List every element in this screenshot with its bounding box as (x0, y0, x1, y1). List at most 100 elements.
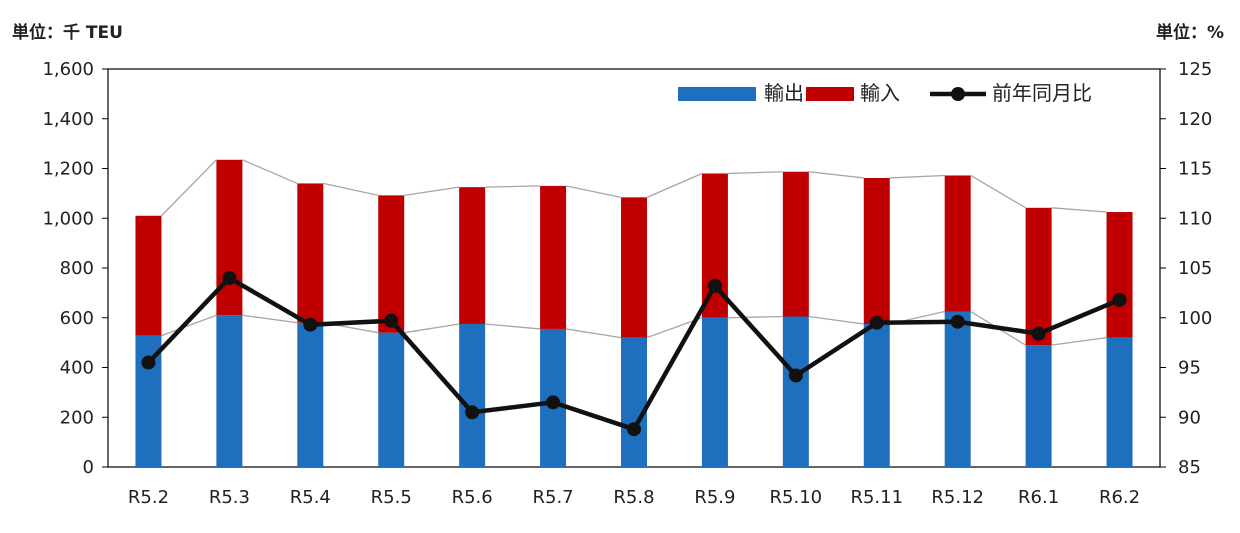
connector-total (160, 159, 217, 217)
connector-total (808, 171, 864, 179)
left-tick-label: 600 (60, 308, 94, 329)
bar-export (621, 337, 647, 467)
bar-export (216, 315, 243, 467)
connector-total (727, 171, 783, 175)
connector-total (970, 174, 1026, 209)
connector-export (485, 323, 541, 330)
bar-import (297, 183, 324, 323)
yoy-point (141, 355, 156, 370)
right-tick-label: 90 (1178, 407, 1201, 428)
bar-import (135, 215, 162, 336)
x-tick-label: R5.7 (533, 487, 574, 508)
left-tick-label: 400 (60, 358, 94, 379)
x-tick-label: R6.2 (1099, 487, 1140, 508)
series-connectors (160, 159, 1107, 346)
legend: 輸出 輸入 前年同月比 (678, 81, 1092, 105)
bar-import (378, 195, 405, 333)
connector-total (404, 186, 460, 197)
yoy-point (1031, 326, 1046, 341)
left-tick-label: 0 (83, 457, 94, 478)
bar-export (782, 316, 809, 467)
x-tick-label: R6.1 (1018, 487, 1059, 508)
bar-export (863, 323, 890, 467)
x-tick-label: R5.2 (128, 487, 169, 508)
left-axis-unit: 単位：千 TEU (12, 23, 123, 43)
connector-total (565, 185, 622, 198)
right-tick-label: 85 (1178, 457, 1201, 478)
legend-label-import: 輸入 (860, 81, 900, 105)
yoy-point (465, 405, 480, 420)
legend-label-export: 輸出 (764, 81, 804, 105)
connector-export (727, 315, 783, 319)
bar-import (863, 177, 890, 324)
x-axis: R5.2 R5.3 R5.4 R5.5 R5.6 R5.7 R5.8 R5.9 R5.10 R5.… (128, 487, 1140, 508)
yoy-line (141, 270, 1127, 437)
bar-export (701, 317, 728, 467)
right-tick-label: 110 (1178, 208, 1212, 229)
yoy-point (222, 270, 237, 285)
right-tick-label: 95 (1178, 358, 1201, 379)
left-axis: 0 200 400 600 800 1,000 1,200 1,400 1,600 (42, 59, 108, 478)
x-tick-label: R5.12 (931, 487, 984, 508)
bar-import (782, 171, 809, 317)
connector-total (242, 159, 298, 185)
connector-total (646, 172, 703, 198)
x-tick-label: R5.11 (850, 487, 903, 508)
left-tick-label: 1,600 (42, 59, 94, 80)
connector-export (1051, 337, 1107, 346)
yoy-point (788, 368, 803, 383)
bar-export (944, 311, 971, 467)
connector-total (323, 182, 379, 197)
right-tick-label: 100 (1178, 308, 1212, 329)
left-tick-label: 1,400 (42, 109, 94, 130)
right-axis: 85 90 95 100 105 110 115 120 125 (1160, 59, 1212, 478)
bar-export (378, 332, 405, 467)
right-tick-label: 115 (1178, 159, 1212, 180)
right-tick-label: 105 (1178, 258, 1212, 279)
x-tick-label: R5.3 (209, 487, 250, 508)
legend-label-yoy: 前年同月比 (992, 81, 1092, 105)
left-tick-label: 1,000 (42, 208, 94, 229)
yoy-point (384, 313, 399, 328)
x-tick-label: R5.9 (694, 487, 735, 508)
connector-total (1051, 207, 1107, 213)
bar-import (944, 175, 971, 312)
yoy-point (546, 395, 561, 410)
right-tick-label: 125 (1178, 59, 1212, 80)
right-tick-label: 120 (1178, 109, 1212, 130)
yoy-point (950, 314, 965, 329)
connector-export (404, 323, 460, 334)
connector-export (808, 315, 864, 325)
x-tick-label: R5.8 (613, 487, 654, 508)
left-tick-label: 200 (60, 407, 94, 428)
bar-import (1106, 212, 1133, 338)
x-tick-label: R5.6 (452, 487, 493, 508)
bar-import (459, 187, 486, 324)
yoy-point (303, 317, 318, 332)
right-axis-unit: 単位：% (1155, 23, 1224, 43)
yoy-point (1112, 292, 1127, 307)
bar-import (540, 185, 567, 329)
x-tick-label: R5.4 (290, 487, 331, 508)
bar-export (1025, 345, 1052, 467)
left-tick-label: 800 (60, 258, 94, 279)
left-tick-label: 1,200 (42, 159, 94, 180)
legend-swatch-export (678, 87, 756, 101)
connector-export (565, 328, 622, 339)
connector-total (485, 185, 541, 188)
connector-total (889, 174, 945, 179)
bar-export (297, 322, 324, 467)
bar-export (459, 323, 486, 467)
legend-marker-yoy (951, 87, 965, 101)
yoy-point (627, 422, 641, 437)
bar-export (1106, 337, 1133, 467)
bar-import (216, 159, 243, 316)
bar-import (1025, 207, 1052, 346)
legend-swatch-import (806, 87, 854, 101)
connector-export (161, 314, 217, 337)
connector-export (242, 314, 298, 324)
x-tick-label: R5.10 (770, 487, 823, 508)
bar-import (621, 197, 647, 338)
yoy-point (869, 315, 884, 330)
